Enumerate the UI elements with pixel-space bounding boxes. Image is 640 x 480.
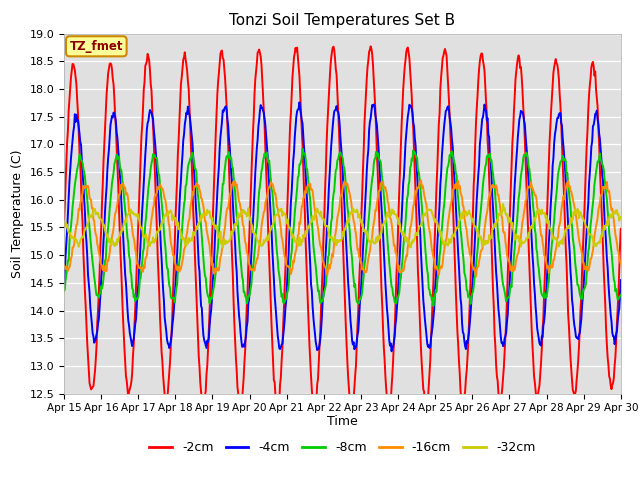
Line: -16cm: -16cm [64,180,621,276]
Line: -4cm: -4cm [64,102,621,351]
-4cm [60,281,68,287]
-4cm [127,339,135,345]
-16cm [428,239,435,245]
-16cm [127,218,135,224]
-2cm [411,169,419,175]
-2cm [367,44,374,49]
-32cm [499,201,507,207]
-8cm [411,149,419,155]
-16cm [70,242,78,248]
-8cm [184,165,192,170]
Title: Tonzi Soil Temperatures Set B: Tonzi Soil Temperatures Set B [229,13,456,28]
Text: TZ_fmet: TZ_fmet [70,40,123,53]
-4cm [428,329,436,335]
-4cm [296,99,303,105]
Line: -8cm: -8cm [64,149,621,306]
-16cm [214,265,221,271]
-8cm [617,292,625,298]
-32cm [214,227,221,233]
-8cm [127,273,135,278]
-32cm [617,214,625,220]
-2cm [422,407,430,412]
-2cm [617,226,625,231]
-2cm [70,64,78,70]
-32cm [184,240,192,246]
-4cm [70,124,78,130]
Line: -32cm: -32cm [64,204,621,248]
-4cm [412,143,419,148]
-2cm [60,221,68,227]
-32cm [406,245,414,251]
-4cm [214,189,221,194]
-4cm [184,104,192,109]
-16cm [472,274,480,279]
-8cm [70,188,78,194]
-2cm [428,318,436,324]
-4cm [388,348,396,354]
-8cm [299,146,307,152]
Line: -2cm: -2cm [64,47,621,409]
-8cm [429,303,437,309]
-8cm [428,292,435,298]
X-axis label: Time: Time [327,415,358,428]
-16cm [184,223,192,228]
-8cm [214,252,221,257]
-16cm [417,177,425,183]
-2cm [214,92,221,97]
Legend: -2cm, -4cm, -8cm, -16cm, -32cm: -2cm, -4cm, -8cm, -16cm, -32cm [145,436,540,459]
Y-axis label: Soil Temperature (C): Soil Temperature (C) [11,149,24,278]
-2cm [127,379,135,384]
-32cm [411,236,419,241]
-16cm [617,261,625,267]
-16cm [410,202,418,207]
-32cm [60,218,68,224]
-2cm [184,78,192,84]
-32cm [127,209,135,215]
-8cm [60,288,68,294]
-4cm [617,277,625,283]
-32cm [428,207,435,213]
-16cm [60,263,68,268]
-32cm [70,235,78,241]
